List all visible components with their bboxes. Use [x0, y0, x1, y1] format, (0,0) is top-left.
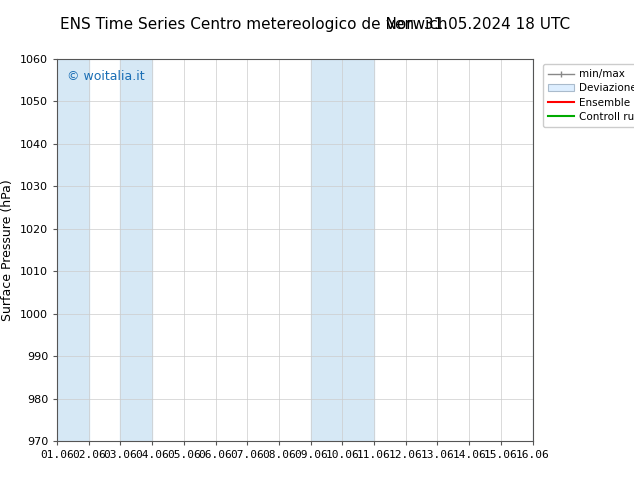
Text: © woitalia.it: © woitalia.it — [67, 70, 144, 83]
Bar — [311, 59, 374, 441]
Bar — [533, 59, 564, 441]
Y-axis label: Surface Pressure (hPa): Surface Pressure (hPa) — [1, 179, 15, 321]
Text: ven. 31.05.2024 18 UTC: ven. 31.05.2024 18 UTC — [387, 17, 571, 32]
Text: ENS Time Series Centro metereologico de Norwich: ENS Time Series Centro metereologico de … — [60, 17, 448, 32]
Bar — [57, 59, 89, 441]
Legend: min/max, Deviazione standard, Ensemble mean run, Controll run: min/max, Deviazione standard, Ensemble m… — [543, 64, 634, 127]
Bar — [120, 59, 152, 441]
